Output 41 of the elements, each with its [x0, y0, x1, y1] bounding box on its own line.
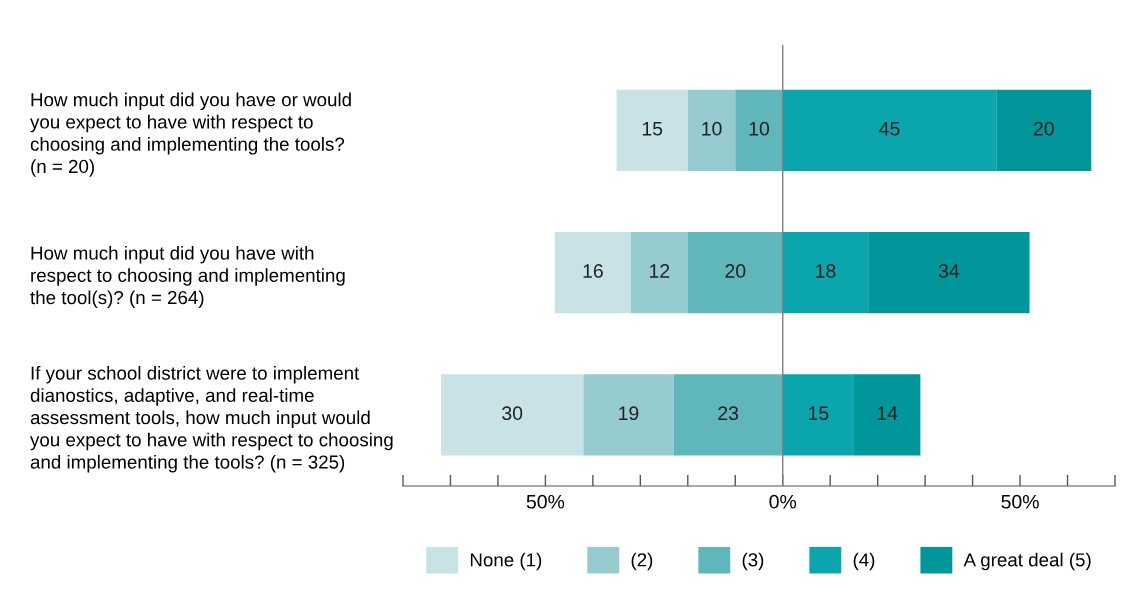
- data-label: 23: [718, 406, 739, 421]
- data-label: 34: [938, 264, 960, 278]
- data-label: 15: [642, 122, 663, 136]
- bar: [630, 232, 688, 314]
- bar: [996, 89, 1092, 171]
- x-tick-label: 0%: [769, 494, 797, 509]
- bar: [687, 89, 736, 171]
- data-label: 10: [749, 121, 770, 136]
- data-label: 12: [649, 264, 670, 278]
- legend-label: (3): [742, 552, 764, 571]
- data-label: 18: [816, 264, 836, 278]
- data-label: 19: [619, 406, 639, 421]
- bar: [782, 89, 997, 171]
- legend-label: None (1): [470, 552, 542, 571]
- bar: [868, 232, 1030, 314]
- bar: [687, 232, 783, 314]
- bar: [440, 374, 584, 456]
- data-label: 15: [809, 406, 829, 421]
- x-tick-label: 50%: [1001, 494, 1039, 509]
- legend-label: (2): [631, 552, 653, 571]
- x-tick-label: 50%: [526, 494, 565, 509]
- data-label: 45: [879, 122, 900, 136]
- bar: [782, 374, 854, 456]
- data-label: 14: [877, 406, 898, 420]
- legend-label: (4): [853, 552, 875, 571]
- bar: [782, 232, 869, 314]
- bar: [735, 89, 783, 171]
- bar: [616, 89, 688, 171]
- bar: [583, 374, 674, 456]
- data-label: 30: [502, 406, 523, 421]
- data-label: 20: [725, 264, 746, 278]
- y-tick-label: How much input did you have or would you expect to have with respect to choosing and implementing the tools? (n = 20): [30, 92, 351, 177]
- y-tick-label: If your school district were to implement dianostics, adaptive, and real-time assessment tools, how much input would you expect to have with respect to choosing and implementing the tools? (n = 325): [30, 365, 393, 473]
- y-tick-label: How much input did you have with respect to choosing and implementing the tool(s)? (n = 264): [30, 245, 345, 308]
- bar: [673, 374, 783, 456]
- legend-label: A great deal (5): [963, 552, 1091, 571]
- data-label: 10: [702, 121, 722, 136]
- data-label: 20: [1033, 121, 1054, 136]
- data-label: 16: [583, 264, 603, 278]
- bar: [554, 232, 631, 314]
- bar: [853, 374, 921, 456]
